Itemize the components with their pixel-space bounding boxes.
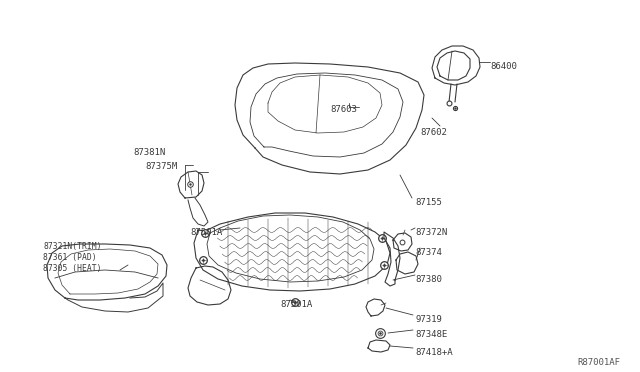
Text: 87501A: 87501A — [190, 228, 222, 237]
Text: 87603: 87603 — [330, 105, 357, 114]
Text: 87375M: 87375M — [145, 162, 177, 171]
Text: 87418+A: 87418+A — [415, 348, 452, 357]
Text: 87380: 87380 — [415, 275, 442, 284]
Text: 87381N: 87381N — [133, 148, 165, 157]
Text: 87372N: 87372N — [415, 228, 447, 237]
Text: R87001AF: R87001AF — [577, 358, 620, 367]
Text: 87348E: 87348E — [415, 330, 447, 339]
Text: 86400: 86400 — [490, 62, 517, 71]
Text: 87602: 87602 — [420, 128, 447, 137]
Text: 87361 (PAD): 87361 (PAD) — [43, 253, 97, 262]
Text: 87305 (HEAT): 87305 (HEAT) — [43, 264, 102, 273]
Text: 87501A: 87501A — [280, 300, 312, 309]
Text: 87155: 87155 — [415, 198, 442, 207]
Text: 87374: 87374 — [415, 248, 442, 257]
Text: 97319: 97319 — [415, 315, 442, 324]
Text: 87321N(TRIM): 87321N(TRIM) — [43, 242, 102, 251]
